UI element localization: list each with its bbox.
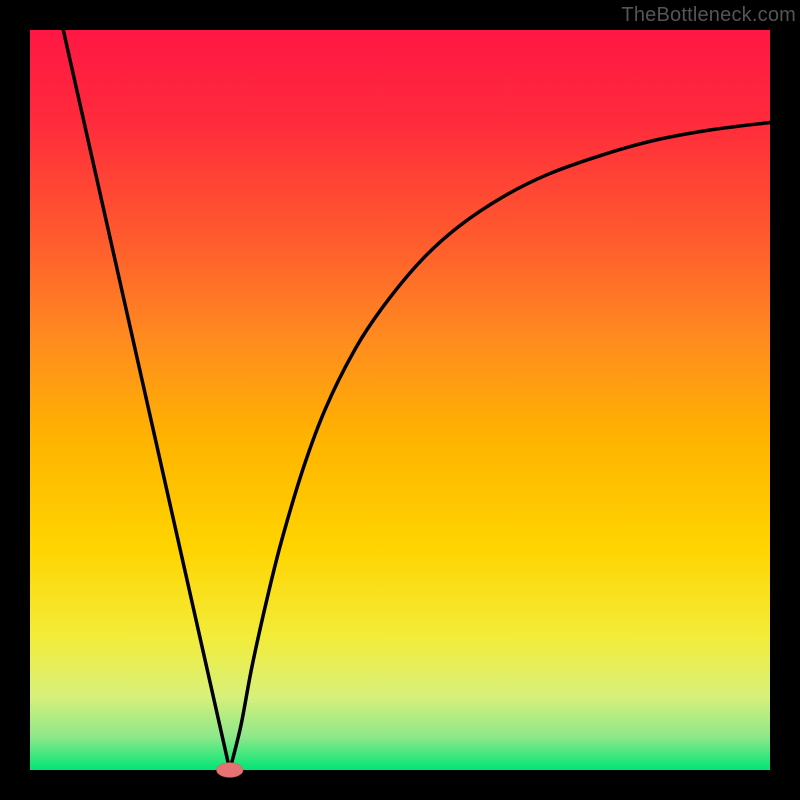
bottleneck-curve-svg bbox=[30, 30, 770, 770]
dip-marker bbox=[216, 763, 243, 778]
plot-area bbox=[30, 30, 770, 770]
watermark-text: TheBottleneck.com bbox=[621, 4, 796, 27]
bottleneck-curve-path bbox=[63, 30, 770, 770]
